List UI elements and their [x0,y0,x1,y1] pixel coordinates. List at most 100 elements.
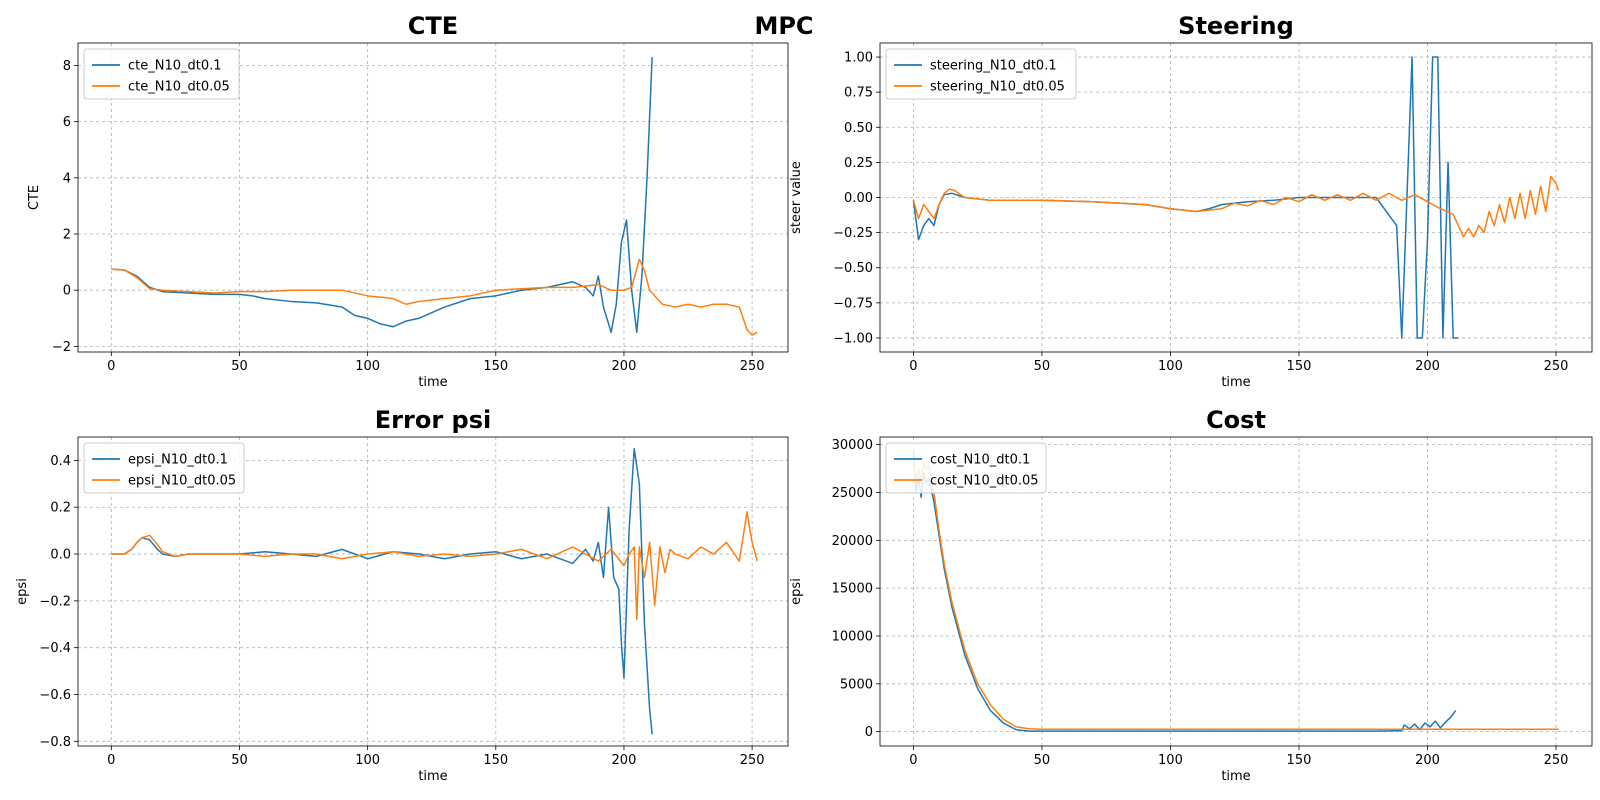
steering-x-axis-label: time [1221,375,1250,390]
steering-x-tick-label: 50 [1034,359,1051,374]
cost-legend-label-0: cost_N10_dt0.1 [930,453,1030,468]
error-psi-x-tick-label: 50 [231,753,248,768]
cte-y-tick-label: −2 [52,340,71,355]
cte-y-tick-label: 0 [63,284,71,299]
error-psi-y-tick-label: −0.4 [39,641,71,656]
cte-series-group [111,57,758,336]
cost-series-line-1 [912,458,1559,731]
cte-y-tick-label: 8 [63,59,71,74]
steering-y-tick-label: 0.50 [844,121,873,136]
steering-x-tick-label: 200 [1415,359,1440,374]
cost-x-tick-label: 0 [909,753,917,768]
error-psi-legend: epsi_N10_dt0.1 epsi_N10_dt0.05 [83,442,245,494]
cost-y-tick-label: 0 [865,725,873,740]
error-psi-x-axis-label: time [418,769,447,784]
error-psi-y-tick-label: 0.4 [50,454,71,469]
cost-x-tick-label: 50 [1034,753,1051,768]
error-psi-y-axis-label: epsi [15,578,30,605]
steering-y-axis-label: steer value [789,161,804,234]
cte-x-tick-label: 200 [612,359,637,374]
cost-legend: cost_N10_dt0.1 cost_N10_dt0.05 [885,442,1047,494]
cost-title: Cost [1206,406,1266,434]
cte-series-line-0 [111,57,653,334]
cte-legend: cte_N10_dt0.1 cte_N10_dt0.05 [83,48,240,100]
steering-x-tick-label: 100 [1158,359,1183,374]
steering-legend-label-1: steering_N10_dt0.05 [930,80,1065,95]
steering-title: Steering [1178,12,1294,40]
steering-y-tick-label: 0.00 [844,191,873,206]
steering-y-tick-label: −0.50 [833,261,873,276]
cte-legend-label-0: cte_N10_dt0.1 [128,59,222,74]
cte-x-tick-label: 50 [231,359,248,374]
error-psi-y-tick-label: 0.0 [50,548,71,563]
error-psi-legend-label-0: epsi_N10_dt0.1 [128,453,228,468]
error-psi-series-group [111,447,758,735]
cte-y-axis-label: CTE [27,185,42,210]
steering-y-tick-label: −0.75 [833,296,873,311]
cte-x-tick-label: 0 [107,359,115,374]
cost-y-tick-label: 20000 [832,534,873,549]
steering-y-tick-label: 1.00 [844,51,873,66]
steering-x-tick-label: 250 [1544,359,1569,374]
cost-y-tick-label: 30000 [832,438,873,453]
cost-legend-label-1: cost_N10_dt0.05 [930,474,1039,489]
panel-error-psi: Error psi 0 50 100 150 200 250 −0.8 −0.6 −0.4 −0.2… [15,406,789,784]
steering-legend-label-0: steering_N10_dt0.1 [930,59,1057,74]
cost-x-tick-label: 100 [1158,753,1183,768]
cte-x-tick-label: 150 [483,359,508,374]
steering-series-group [912,56,1560,339]
error-psi-series-line-1 [111,511,758,621]
cost-axes-frame [879,436,1593,747]
error-psi-x-tick-label: 100 [355,753,380,768]
cte-y-tick-label: 4 [63,171,71,186]
steering-y-tick-label: −0.25 [833,226,873,241]
error-psi-x-tick-label: 250 [740,753,765,768]
cte-x-tick-label: 100 [355,359,380,374]
cte-x-axis-label: time [418,375,447,390]
error-psi-legend-label-1: epsi_N10_dt0.05 [128,474,236,489]
error-psi-series-line-0 [111,447,653,735]
cost-y-tick-label: 10000 [832,629,873,644]
cte-series-line-1 [111,258,758,336]
error-psi-y-tick-label: −0.2 [39,594,71,609]
error-psi-x-tick-label: 200 [612,753,637,768]
cte-y-tick-label: 2 [63,228,71,243]
panel-steering: Steering 0 50 100 150 200 250 −1.00 −0.75 −0.50 −0… [789,12,1593,390]
steering-y-tick-label: 0.75 [844,86,873,101]
cost-y-tick-label: 15000 [832,582,873,597]
error-psi-x-tick-label: 0 [107,753,115,768]
error-psi-title: Error psi [375,406,491,434]
error-psi-x-tick-label: 150 [483,753,508,768]
cte-axes-frame [77,42,789,353]
cost-y-axis-label: epsi [789,578,804,605]
panel-cte: CTE 0 50 100 150 200 250 −2 0 2 4 6 8 time CTE cte_N10_… [27,12,789,390]
steering-legend-box [885,48,1077,100]
panel-cost: Cost 0 50 100 150 200 250 0 5000 10000 15000 20000 2… [789,406,1593,784]
cost-x-tick-label: 200 [1415,753,1440,768]
cte-y-tick-label: 6 [63,115,71,130]
cost-x-tick-label: 150 [1287,753,1312,768]
cost-y-tick-label: 5000 [840,677,873,692]
figure-title: MPC [754,12,813,40]
error-psi-y-tick-label: −0.8 [39,735,71,750]
steering-x-tick-label: 0 [909,359,917,374]
cte-x-tick-label: 250 [740,359,765,374]
steering-y-tick-label: −1.00 [833,331,873,346]
cte-legend-label-1: cte_N10_dt0.05 [128,80,230,95]
error-psi-y-tick-label: −0.6 [39,688,71,703]
steering-x-tick-label: 150 [1287,359,1312,374]
cost-legend-box [885,442,1047,494]
cte-title: CTE [408,12,458,40]
cost-y-tick-label: 25000 [832,486,873,501]
error-psi-legend-box [83,442,245,494]
steering-y-tick-label: 0.25 [844,156,873,171]
error-psi-y-tick-label: 0.2 [50,501,71,516]
cost-x-axis-label: time [1221,769,1250,784]
error-psi-axes-frame [77,436,789,747]
cte-legend-box [83,48,240,100]
panels: CTE 0 50 100 150 200 250 −2 0 2 4 6 8 time CTE cte_N10_… [15,12,1593,784]
steering-series-line-1 [912,175,1560,238]
steering-legend: steering_N10_dt0.1 steering_N10_dt0.05 [885,48,1077,100]
cost-x-tick-label: 250 [1544,753,1569,768]
